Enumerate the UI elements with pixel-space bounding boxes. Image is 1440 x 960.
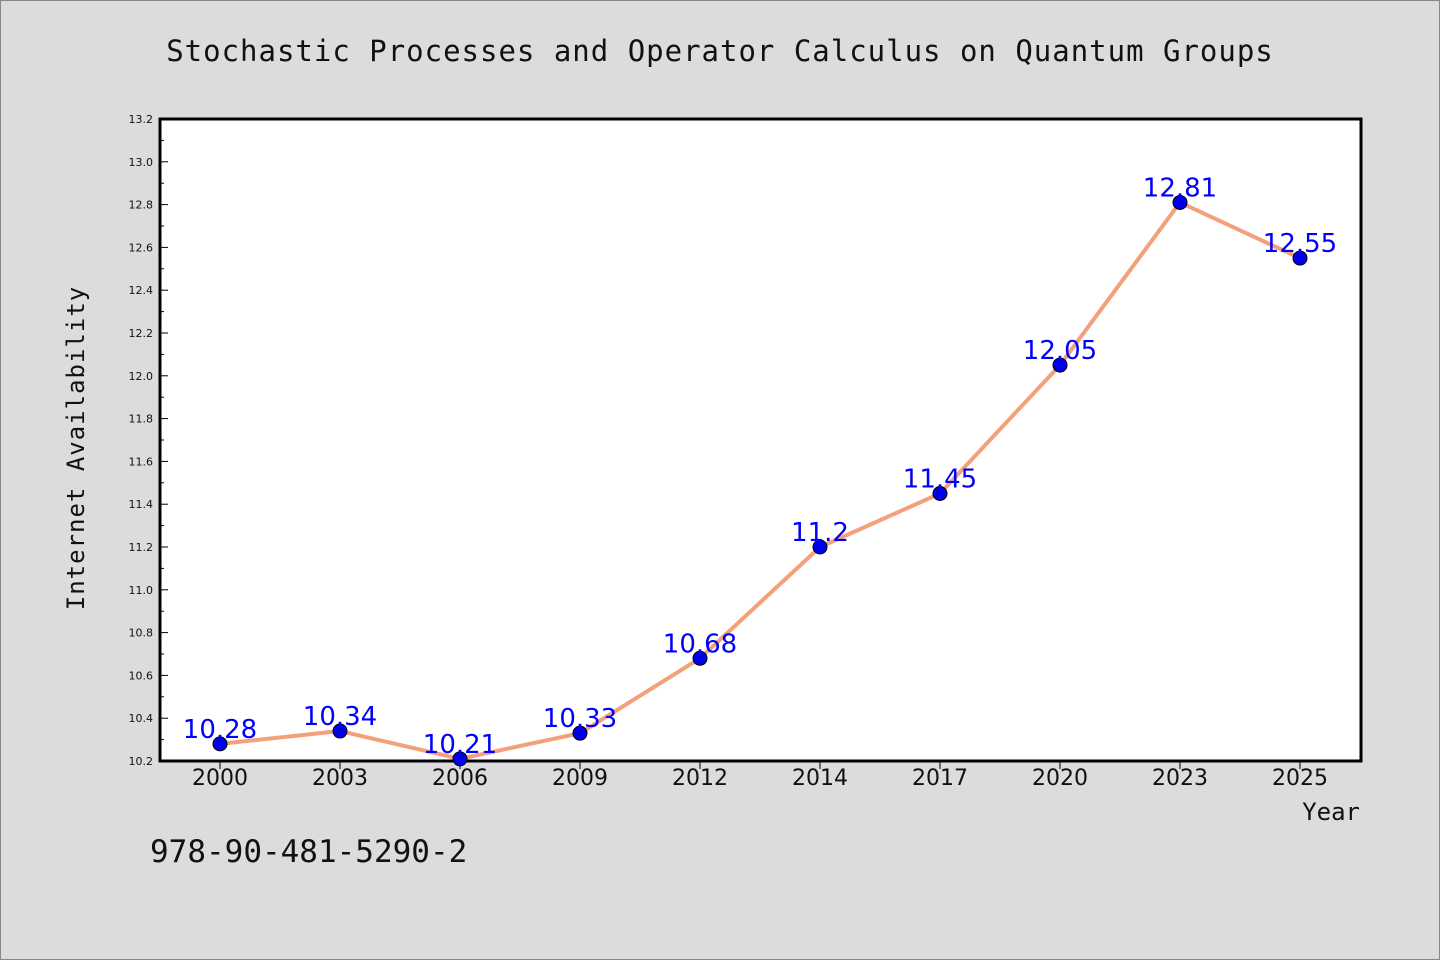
data-point [932, 486, 948, 501]
plot-area [158, 117, 1363, 763]
y-tick-label: 12.8 [129, 199, 154, 212]
y-tick-label: 13.0 [129, 156, 154, 169]
data-point [452, 751, 468, 767]
isbn-text: 978-90-481-5290-2 [150, 834, 468, 870]
y-tick-label: 10.2 [129, 755, 154, 768]
data-label: 12.05 [1023, 336, 1097, 366]
x-tick-label: 2017 [912, 766, 968, 791]
y-axis: 10.2 10.4 10.6 10.8 11.0 11.2 11.4 11.6 11.8 12.0… [129, 113, 168, 768]
x-tick-label: 2009 [552, 766, 608, 791]
y-tick-label: 11.6 [129, 455, 154, 468]
series-layer: 10.28 10.34 10.21 10.33 10.68 11.2 11.45 12.05 1… [183, 173, 1337, 767]
data-point [812, 539, 828, 555]
data-label: 12.81 [1143, 173, 1217, 203]
data-point [1172, 194, 1188, 210]
y-tick-label: 12.2 [129, 327, 154, 340]
y-tick-label: 12.4 [129, 284, 154, 297]
y-tick-label: 13.2 [129, 113, 154, 126]
x-axis: 2000 2003 2006 2009 2012 2014 2017 2020 2023 2025 [192, 761, 1328, 791]
data-label: 12.55 [1263, 229, 1337, 259]
x-tick-label: 2006 [432, 766, 488, 791]
y-tick-label: 10.4 [129, 712, 154, 725]
y-tick-label: 10.8 [129, 627, 154, 640]
y-axis-label: Internet Availability [62, 286, 90, 610]
data-label: 10.21 [423, 730, 497, 760]
x-tick-label: 2023 [1152, 766, 1208, 791]
y-tick-label: 12.6 [129, 241, 154, 254]
y-tick-label: 11.2 [129, 541, 154, 554]
data-point [1292, 250, 1308, 266]
data-label: 11.45 [903, 465, 977, 495]
data-point [572, 725, 588, 741]
x-tick-label: 2012 [672, 766, 728, 791]
x-tick-label: 2000 [192, 766, 248, 791]
chart-title: Stochastic Processes and Operator Calcul… [166, 34, 1274, 68]
data-label: 11.2 [791, 518, 849, 548]
y-tick-label: 11.0 [129, 584, 154, 597]
y-tick-label: 11.8 [129, 413, 154, 426]
series-line [218, 200, 1302, 761]
y-tick-label: 11.4 [129, 498, 154, 511]
data-label: 10.33 [543, 704, 617, 734]
data-label: 10.34 [303, 702, 377, 732]
data-label: 10.68 [663, 629, 737, 659]
data-point [332, 723, 348, 739]
x-axis-label: Year [1302, 798, 1360, 826]
x-tick-label: 2025 [1272, 766, 1328, 791]
data-label: 10.28 [183, 715, 257, 745]
x-tick-label: 2003 [312, 766, 368, 791]
data-point [1052, 357, 1068, 373]
data-point [212, 736, 228, 752]
y-tick-label: 12.0 [129, 370, 154, 383]
x-tick-label: 2014 [792, 766, 848, 791]
y-tick-label: 10.6 [129, 669, 154, 682]
data-point [692, 650, 708, 666]
x-tick-label: 2020 [1032, 766, 1088, 791]
